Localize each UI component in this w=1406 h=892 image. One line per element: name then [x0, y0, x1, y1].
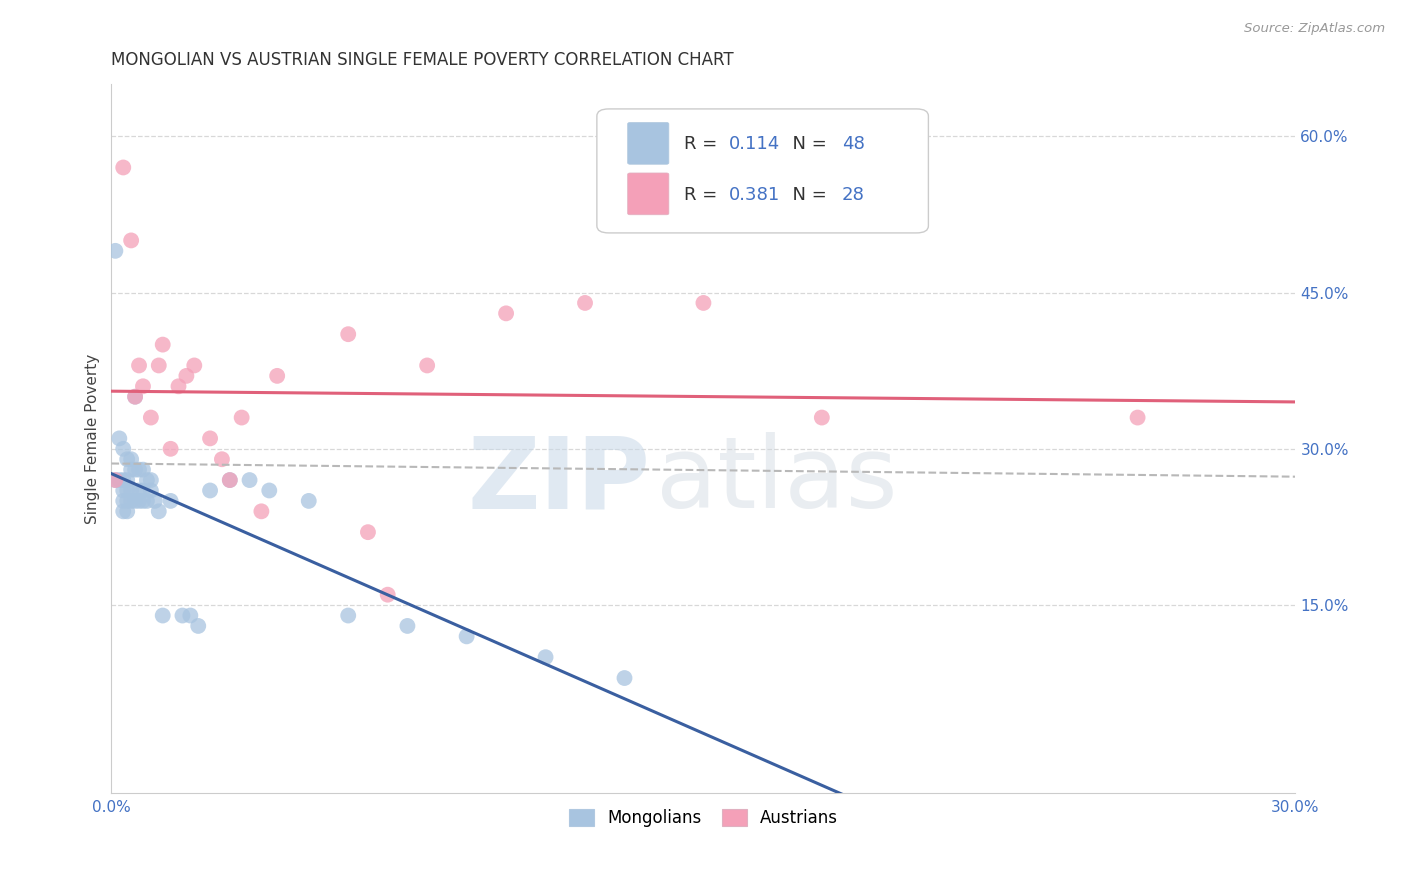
- Point: [115, 494, 138, 508]
- Point: [198, 483, 221, 498]
- Point: [495, 306, 517, 320]
- Text: 48: 48: [842, 135, 865, 153]
- Point: [120, 483, 142, 498]
- Point: [108, 431, 131, 445]
- Text: 0.381: 0.381: [730, 186, 780, 203]
- Point: [179, 608, 201, 623]
- Point: [132, 483, 155, 498]
- Point: [218, 473, 240, 487]
- Point: [266, 368, 288, 383]
- Point: [152, 608, 174, 623]
- Text: Source: ZipAtlas.com: Source: ZipAtlas.com: [1244, 22, 1385, 36]
- Point: [613, 671, 636, 685]
- Point: [132, 494, 155, 508]
- Point: [143, 494, 166, 508]
- Point: [115, 452, 138, 467]
- Point: [139, 473, 162, 487]
- Point: [115, 483, 138, 498]
- Point: [1126, 410, 1149, 425]
- Point: [337, 608, 360, 623]
- Point: [112, 494, 135, 508]
- Point: [377, 588, 399, 602]
- Point: [124, 463, 146, 477]
- Point: [159, 494, 181, 508]
- Point: [104, 473, 127, 487]
- FancyBboxPatch shape: [627, 173, 669, 215]
- Point: [120, 463, 142, 477]
- Point: [176, 368, 198, 383]
- Point: [148, 504, 170, 518]
- Text: MONGOLIAN VS AUSTRIAN SINGLE FEMALE POVERTY CORRELATION CHART: MONGOLIAN VS AUSTRIAN SINGLE FEMALE POVE…: [111, 51, 734, 69]
- Point: [167, 379, 190, 393]
- Point: [416, 359, 439, 373]
- Point: [172, 608, 194, 623]
- Point: [136, 473, 159, 487]
- Point: [159, 442, 181, 456]
- Point: [115, 504, 138, 518]
- Point: [456, 629, 478, 643]
- Point: [108, 473, 131, 487]
- Point: [128, 359, 150, 373]
- Point: [259, 483, 281, 498]
- Point: [124, 494, 146, 508]
- Point: [148, 359, 170, 373]
- Point: [132, 379, 155, 393]
- Text: atlas: atlas: [657, 433, 897, 529]
- Point: [183, 359, 205, 373]
- Text: R =: R =: [685, 135, 723, 153]
- Point: [128, 463, 150, 477]
- Point: [811, 410, 834, 425]
- Point: [139, 410, 162, 425]
- Point: [692, 296, 714, 310]
- Point: [574, 296, 596, 310]
- Text: N =: N =: [782, 135, 832, 153]
- Point: [396, 619, 419, 633]
- Point: [128, 494, 150, 508]
- Point: [104, 473, 127, 487]
- FancyBboxPatch shape: [627, 122, 669, 164]
- Point: [238, 473, 260, 487]
- Y-axis label: Single Female Poverty: Single Female Poverty: [86, 353, 100, 524]
- Point: [112, 504, 135, 518]
- Text: 0.114: 0.114: [730, 135, 780, 153]
- Text: ZIP: ZIP: [467, 433, 650, 529]
- Point: [187, 619, 209, 633]
- Point: [337, 327, 360, 342]
- Point: [112, 473, 135, 487]
- Point: [250, 504, 273, 518]
- Point: [231, 410, 253, 425]
- Text: N =: N =: [782, 186, 832, 203]
- Point: [211, 452, 233, 467]
- Point: [534, 650, 557, 665]
- Point: [152, 337, 174, 351]
- Point: [198, 431, 221, 445]
- Point: [112, 483, 135, 498]
- Legend: Mongolians, Austrians: Mongolians, Austrians: [562, 803, 845, 834]
- Point: [132, 463, 155, 477]
- Point: [124, 390, 146, 404]
- Point: [112, 442, 135, 456]
- Point: [104, 244, 127, 258]
- Point: [120, 494, 142, 508]
- Point: [136, 494, 159, 508]
- Text: 28: 28: [842, 186, 865, 203]
- Point: [298, 494, 321, 508]
- Point: [112, 161, 135, 175]
- Point: [128, 483, 150, 498]
- Point: [120, 234, 142, 248]
- Point: [115, 473, 138, 487]
- Point: [124, 390, 146, 404]
- Point: [218, 473, 240, 487]
- Text: R =: R =: [685, 186, 723, 203]
- Point: [139, 483, 162, 498]
- Point: [120, 452, 142, 467]
- Point: [357, 525, 380, 540]
- FancyBboxPatch shape: [598, 109, 928, 233]
